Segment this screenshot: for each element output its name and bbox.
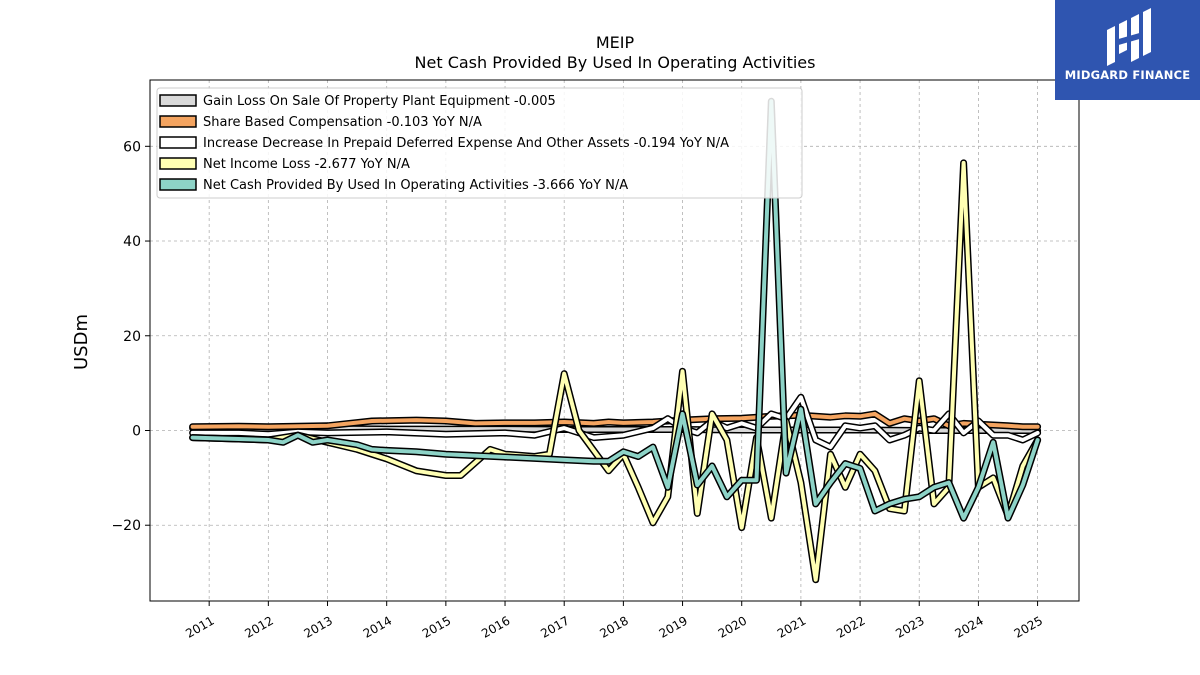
x-tick-label: 2025 [1012, 613, 1045, 640]
series-1 [189, 410, 1042, 431]
legend-swatch [159, 178, 197, 191]
y-tick-label: 20 [123, 329, 141, 345]
x-tick-label: 2012 [242, 613, 275, 640]
chart-subtitle: Net Cash Provided By Used In Operating A… [415, 53, 816, 72]
x-tick-label: 2017 [538, 613, 571, 640]
legend-box [156, 87, 803, 199]
series-line-outline [189, 159, 1042, 584]
legend: Gain Loss On Sale Of Property Plant Equi… [156, 87, 803, 199]
legend-label: Net Income Loss -2.677 YoY N/A [203, 157, 410, 172]
x-tick-label: 2020 [716, 613, 749, 640]
legend-swatch [159, 157, 197, 170]
y-axis: −20 0 20 40 60 [111, 139, 150, 534]
chart-title: MEIP [596, 33, 635, 52]
x-tick-label: 2019 [657, 613, 690, 640]
y-axis-label: USDm [71, 314, 92, 370]
x-tick-label: 2023 [893, 613, 926, 640]
y-tick-label: 0 [132, 423, 141, 439]
x-tick-label: 2015 [420, 613, 453, 640]
legend-swatch [159, 136, 197, 149]
logo-mark-icon [1107, 8, 1151, 66]
x-tick-label: 2014 [361, 613, 394, 640]
y-tick-label: 60 [123, 139, 141, 155]
legend-label: Share Based Compensation -0.103 YoY N/A [203, 115, 482, 130]
x-tick-label: 2024 [952, 613, 985, 640]
x-tick-label: 2018 [597, 613, 630, 640]
series-3 [189, 159, 1042, 584]
legend-label: Gain Loss On Sale Of Property Plant Equi… [203, 94, 556, 109]
x-tick-label: 2016 [479, 613, 512, 640]
legend-label: Increase Decrease In Prepaid Deferred Ex… [203, 136, 729, 151]
plot-area-frame [149, 79, 1080, 602]
series-line [190, 160, 1040, 582]
series-line [190, 99, 1040, 521]
x-tick-label: 2022 [834, 613, 867, 640]
series-4 [189, 97, 1042, 522]
series-layer [189, 97, 1042, 584]
x-axis: 2011 2012 2013 2014 2015 2016 2017 2018 2019 2020… [183, 601, 1045, 641]
legend-label: Net Cash Provided By Used In Operating A… [203, 178, 628, 193]
x-tick-label: 2011 [183, 613, 216, 640]
x-tick-label: 2013 [302, 613, 335, 640]
logo-text: MIDGARD FINANCE [1064, 68, 1191, 82]
brand-logo: MIDGARD FINANCE [1055, 0, 1200, 100]
y-tick-label: 40 [123, 234, 141, 250]
x-tick-label: 2021 [775, 613, 808, 640]
series-line [190, 411, 1040, 429]
legend-swatch [159, 115, 197, 128]
y-tick-label: −20 [111, 518, 141, 534]
legend-swatch [159, 94, 197, 107]
